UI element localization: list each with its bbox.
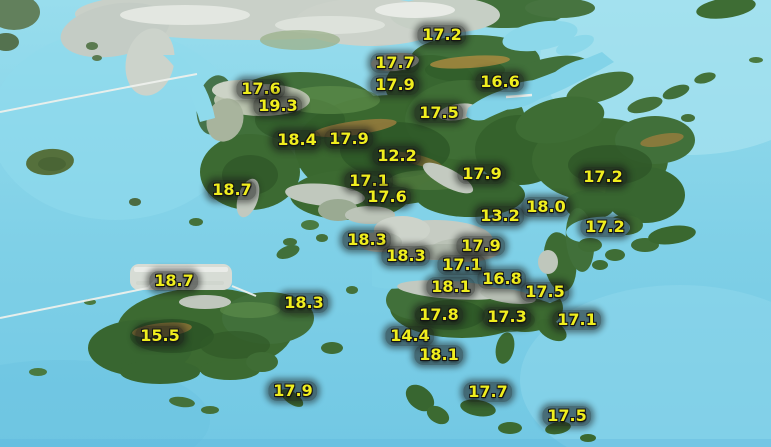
temperature-reading: 17.1 — [344, 171, 394, 191]
temperature-reading: 17.5 — [520, 282, 570, 302]
temperature-reading: 16.6 — [475, 72, 525, 92]
temperature-reading: 17.8 — [414, 305, 464, 325]
islands-layer — [26, 0, 763, 442]
temperature-reading: 18.3 — [381, 246, 431, 266]
temperature-reading: 17.9 — [268, 381, 318, 401]
temperature-reading: 12.2 — [372, 146, 422, 166]
temperature-reading: 19.3 — [253, 96, 303, 116]
temperature-reading: 17.6 — [362, 187, 412, 207]
temperature-reading: 17.2 — [417, 25, 467, 45]
temperature-reading: 17.2 — [578, 167, 628, 187]
temperature-reading: 18.3 — [342, 230, 392, 250]
temperature-reading: 17.1 — [437, 255, 487, 275]
temperature-reading: 18.3 — [279, 293, 329, 313]
temperature-reading: 16.8 — [477, 269, 527, 289]
temperature-reading: 17.5 — [414, 103, 464, 123]
temperature-reading: 18.0 — [521, 197, 571, 217]
temperature-reading: 17.9 — [456, 236, 506, 256]
temperature-reading: 17.1 — [552, 310, 602, 330]
temperature-reading: 18.7 — [149, 271, 199, 291]
temperature-reading: 18.1 — [426, 277, 476, 297]
temperature-reading: 17.9 — [324, 129, 374, 149]
temperature-reading: 17.9 — [370, 75, 420, 95]
temperature-reading: 14.4 — [385, 326, 435, 346]
temperature-reading: 18.7 — [207, 180, 257, 200]
bridge-lines — [0, 73, 533, 319]
temperature-reading: 13.2 — [475, 206, 525, 226]
temperature-reading: 17.2 — [580, 217, 630, 237]
temperature-reading: 17.7 — [370, 53, 420, 73]
temperature-reading: 18.1 — [414, 345, 464, 365]
temperature-reading: 15.5 — [135, 326, 185, 346]
temperature-reading: 17.7 — [463, 382, 513, 402]
temperature-reading: 17.9 — [457, 164, 507, 184]
temperature-reading: 17.6 — [236, 79, 286, 99]
temperature-reading: 17.5 — [542, 406, 592, 426]
temperature-reading: 18.4 — [272, 130, 322, 150]
temperature-reading: 17.3 — [482, 307, 532, 327]
